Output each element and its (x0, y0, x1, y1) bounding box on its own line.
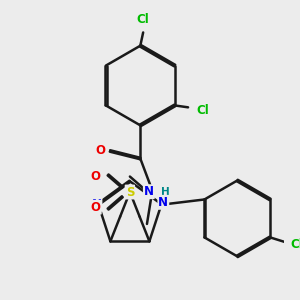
Text: S: S (126, 185, 134, 199)
Text: N: N (92, 198, 101, 211)
Text: O: O (91, 170, 101, 183)
Text: Cl: Cl (197, 104, 210, 117)
Text: O: O (95, 144, 106, 158)
Text: Cl: Cl (137, 13, 149, 26)
Text: H: H (160, 187, 169, 197)
Text: O: O (91, 201, 101, 214)
Text: N: N (158, 196, 168, 209)
Text: Cl: Cl (290, 238, 300, 251)
Text: N: N (144, 185, 154, 198)
